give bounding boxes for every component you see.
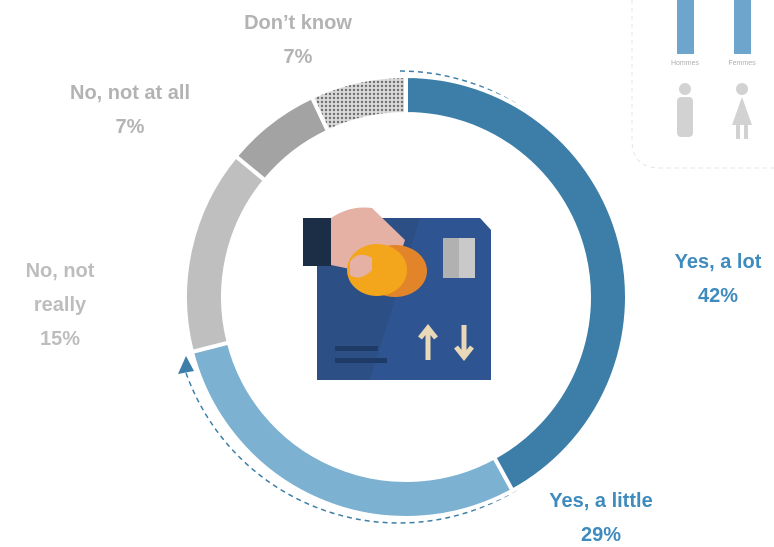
value-label: 7% <box>283 46 313 68</box>
donut-slice <box>183 153 268 355</box>
arrow-head <box>178 356 194 374</box>
donut-slice <box>309 73 408 135</box>
slice-label: No, not at all 7% <box>40 76 220 144</box>
donut-slice <box>404 73 629 494</box>
inset-decoration: Hommes Femmes <box>631 0 774 169</box>
inset-label: Hommes <box>671 60 700 67</box>
center-icon <box>303 207 491 380</box>
slice-label: Yes, a little 29% <box>521 484 681 547</box>
slice-label: Yes, a lot 42% <box>648 245 774 313</box>
value-label: 42% <box>697 285 739 307</box>
category-label: No, not really <box>25 260 95 316</box>
category-label: Don’t know <box>244 12 352 34</box>
inset-label: Femmes <box>728 60 756 67</box>
value-label: 7% <box>115 116 145 138</box>
donut-slice <box>232 94 331 184</box>
value-label: 29% <box>580 524 622 546</box>
category-label: Yes, a lot <box>674 251 762 273</box>
slice-label: No, not really 15% <box>15 254 105 356</box>
category-label: Yes, a little <box>549 490 653 512</box>
slice-label: Don’t know 7% <box>218 6 378 74</box>
value-label: 15% <box>39 328 81 350</box>
category-label: No, not at all <box>70 82 190 104</box>
